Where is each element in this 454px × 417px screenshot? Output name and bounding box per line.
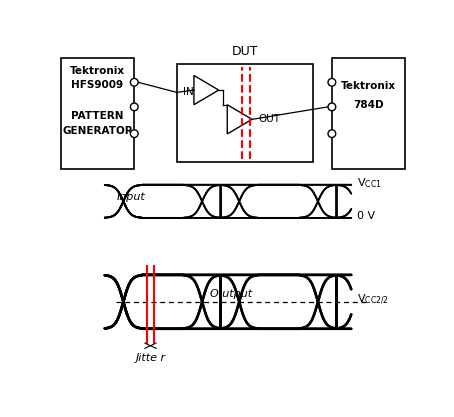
Circle shape <box>328 130 336 138</box>
Circle shape <box>328 78 336 86</box>
Circle shape <box>130 78 138 86</box>
Text: HFS9009: HFS9009 <box>71 80 123 90</box>
Text: GENERATOR: GENERATOR <box>62 126 133 136</box>
Bar <box>332 58 405 169</box>
Bar <box>61 58 134 169</box>
Text: OUT: OUT <box>258 114 280 124</box>
Circle shape <box>130 130 138 138</box>
Text: Tektronix: Tektronix <box>70 66 125 76</box>
Circle shape <box>328 103 336 111</box>
Text: 0 V: 0 V <box>357 211 375 221</box>
Text: IN: IN <box>183 88 194 98</box>
Text: $\mathregular{V_{CC1}}$: $\mathregular{V_{CC1}}$ <box>357 176 382 190</box>
Text: 784D: 784D <box>353 100 384 110</box>
Bar <box>177 64 312 163</box>
Circle shape <box>130 103 138 111</box>
Text: Tektronix: Tektronix <box>341 80 396 90</box>
Text: Input: Input <box>116 193 145 203</box>
Text: O utput: O utput <box>210 289 252 299</box>
Text: DUT: DUT <box>232 45 258 58</box>
Text: Jitte r: Jitte r <box>135 354 166 364</box>
Text: PATTERN: PATTERN <box>71 111 123 121</box>
Text: $\mathregular{V_{CC2/2}}$: $\mathregular{V_{CC2/2}}$ <box>357 293 390 307</box>
